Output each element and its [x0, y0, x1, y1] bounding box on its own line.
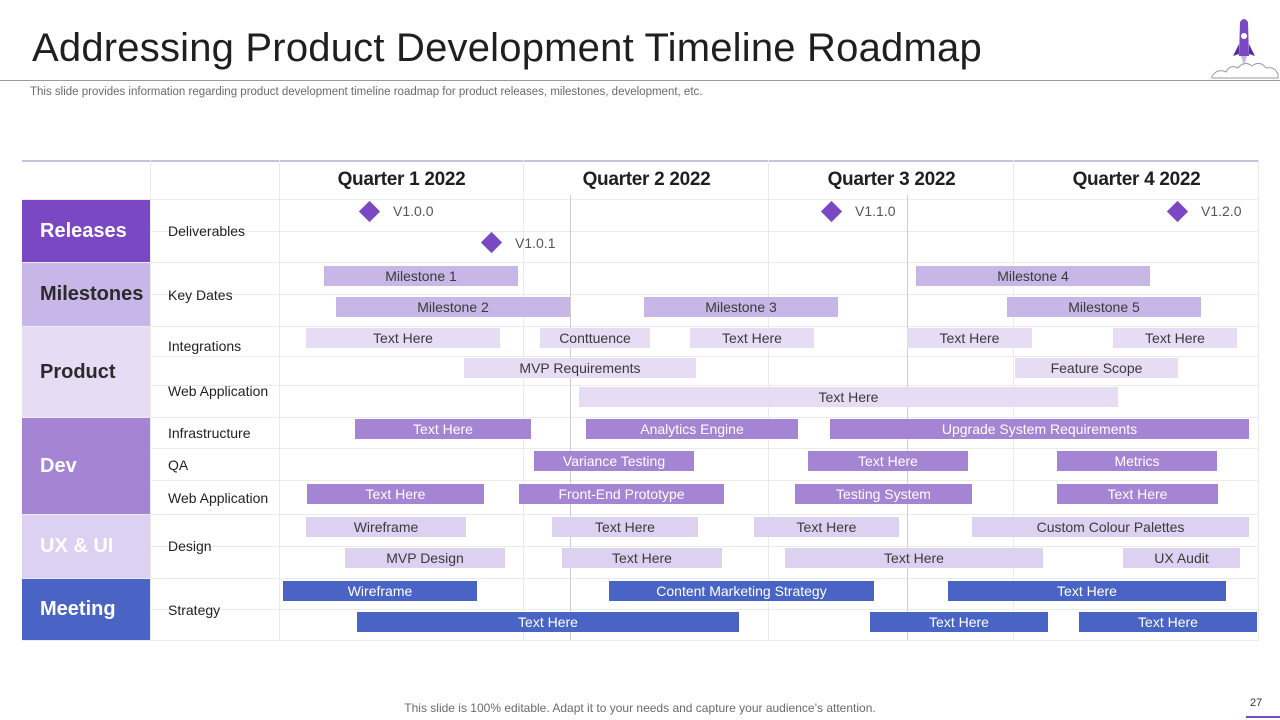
- milestone-bar[interactable]: Milestone 3: [644, 297, 838, 317]
- ux-task-bar[interactable]: Text Here: [552, 517, 698, 537]
- timeline-marker-line: [570, 195, 571, 640]
- grid-line: [523, 160, 524, 641]
- grid-line: [150, 546, 1259, 547]
- release-label: V1.0.0: [393, 203, 434, 219]
- meeting-task-bar[interactable]: Content Marketing Strategy: [609, 581, 874, 601]
- category-releases: Releases: [22, 200, 150, 262]
- product-task-bar[interactable]: Feature Scope: [1015, 358, 1178, 378]
- grid-line: [150, 294, 1259, 295]
- grid-line: [150, 160, 151, 641]
- category-product: Product: [22, 327, 150, 417]
- meeting-task-bar[interactable]: Text Here: [357, 612, 739, 632]
- slide-title: Addressing Product Development Timeline …: [32, 26, 982, 70]
- grid-line: [22, 640, 1259, 641]
- milestone-bar[interactable]: Milestone 2: [336, 297, 570, 317]
- category-milestones: Milestones: [22, 263, 150, 326]
- ux-task-bar[interactable]: Text Here: [785, 548, 1043, 568]
- row-label-web-application: Web Application: [168, 383, 269, 399]
- meeting-task-bar[interactable]: Text Here: [1079, 612, 1257, 632]
- release-diamond-icon: [480, 231, 503, 254]
- release-label: V1.0.1: [515, 235, 556, 251]
- grid-line: [150, 480, 1259, 481]
- dev-task-bar[interactable]: Analytics Engine: [586, 419, 798, 439]
- ux-task-bar[interactable]: Text Here: [754, 517, 899, 537]
- dev-task-bar[interactable]: Front-End Prototype: [519, 484, 724, 504]
- row-label-strategy: Strategy: [168, 602, 221, 618]
- dev-task-bar[interactable]: Text Here: [808, 451, 968, 471]
- dev-task-bar[interactable]: Text Here: [307, 484, 484, 504]
- grid-line: [150, 231, 1259, 232]
- category-ux-ui: UX & UI: [22, 515, 150, 578]
- category-meeting: Meeting: [22, 579, 150, 640]
- footer-note: This slide is 100% editable. Adapt it to…: [404, 701, 876, 715]
- grid-line: [22, 514, 1259, 515]
- slide-subtitle: This slide provides information regardin…: [30, 86, 703, 98]
- release-diamond-icon: [358, 200, 381, 223]
- ux-task-bar[interactable]: Wireframe: [306, 517, 466, 537]
- product-task-bar[interactable]: Text Here: [907, 328, 1032, 348]
- row-label-integrations: Integrations: [168, 338, 242, 354]
- row-label-web-application: Web Application: [168, 490, 269, 506]
- milestone-bar[interactable]: Milestone 5: [1007, 297, 1201, 317]
- category-dev: Dev: [22, 418, 150, 514]
- grid-line: [22, 262, 1259, 263]
- row-label-infrastructure: Infrastructure: [168, 425, 251, 441]
- meeting-task-bar[interactable]: Text Here: [948, 581, 1226, 601]
- quarter-header: Quarter 4 2022: [1072, 169, 1201, 190]
- release-diamond-icon: [820, 200, 843, 223]
- grid-line: [1258, 160, 1259, 641]
- grid-line: [279, 160, 280, 641]
- dev-task-bar[interactable]: Text Here: [1057, 484, 1218, 504]
- table-top-border: [22, 160, 1259, 162]
- milestone-bar[interactable]: Milestone 4: [916, 266, 1150, 286]
- ux-task-bar[interactable]: MVP Design: [345, 548, 505, 568]
- grid-line: [22, 326, 1259, 327]
- grid-line: [22, 578, 1259, 579]
- ux-task-bar[interactable]: Custom Colour Palettes: [972, 517, 1249, 537]
- dev-task-bar[interactable]: Variance Testing: [534, 451, 694, 471]
- meeting-task-bar[interactable]: Text Here: [870, 612, 1048, 632]
- rocket-icon: [1211, 19, 1279, 79]
- product-task-bar[interactable]: Text Here: [579, 387, 1118, 407]
- page-number-underline: [1246, 716, 1280, 718]
- grid-line: [150, 609, 1259, 610]
- ux-task-bar[interactable]: Text Here: [562, 548, 722, 568]
- release-label: V1.1.0: [855, 203, 896, 219]
- dev-task-bar[interactable]: Testing System: [795, 484, 972, 504]
- product-task-bar[interactable]: Conttuence: [540, 328, 650, 348]
- dev-task-bar[interactable]: Upgrade System Requirements: [830, 419, 1249, 439]
- row-label-deliverables: Deliverables: [168, 223, 246, 239]
- timeline-marker-line: [907, 195, 908, 640]
- product-task-bar[interactable]: Text Here: [306, 328, 500, 348]
- quarter-header: Quarter 3 2022: [827, 169, 956, 190]
- grid-line: [22, 199, 1259, 200]
- title-divider: [0, 80, 1280, 81]
- meeting-task-bar[interactable]: Wireframe: [283, 581, 477, 601]
- row-label-key-dates: Key Dates: [168, 287, 233, 303]
- dev-task-bar[interactable]: Text Here: [355, 419, 531, 439]
- release-diamond-icon: [1166, 200, 1189, 223]
- milestone-bar[interactable]: Milestone 1: [324, 266, 518, 286]
- grid-line: [150, 448, 1259, 449]
- grid-line: [22, 417, 1259, 418]
- dev-task-bar[interactable]: Metrics: [1057, 451, 1217, 471]
- page-number: 27: [1250, 697, 1263, 709]
- ux-task-bar[interactable]: UX Audit: [1123, 548, 1240, 568]
- grid-line: [150, 385, 1259, 386]
- row-label-design: Design: [168, 538, 212, 554]
- product-task-bar[interactable]: Text Here: [1113, 328, 1237, 348]
- product-task-bar[interactable]: MVP Requirements: [464, 358, 696, 378]
- quarter-header: Quarter 2 2022: [582, 169, 711, 190]
- product-task-bar[interactable]: Text Here: [690, 328, 814, 348]
- quarter-header: Quarter 1 2022: [337, 169, 466, 190]
- release-label: V1.2.0: [1201, 203, 1242, 219]
- row-label-qa: QA: [168, 457, 189, 473]
- grid-line: [150, 356, 1259, 357]
